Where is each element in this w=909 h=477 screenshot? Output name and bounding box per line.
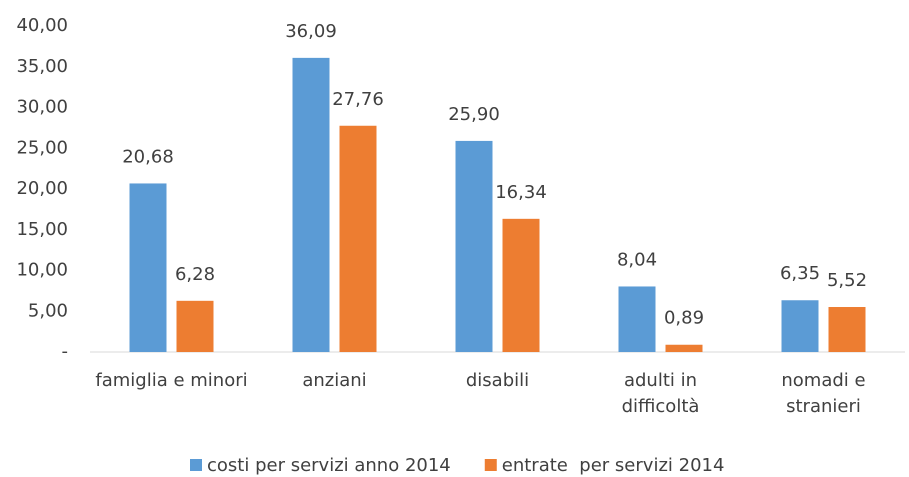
bar <box>618 286 656 352</box>
bar <box>828 307 866 352</box>
bar <box>129 183 167 352</box>
legend-swatch <box>190 459 202 471</box>
y-tick-label: 15,00 <box>16 219 68 240</box>
legend-label: entrate per servizi 2014 <box>502 455 725 476</box>
data-label: 16,34 <box>495 182 547 203</box>
y-tick-label: - <box>62 341 69 362</box>
x-tick-label: nomadi e stranieri <box>781 370 866 417</box>
y-tick-label: 25,00 <box>16 137 68 158</box>
y-tick-label: 35,00 <box>16 56 68 77</box>
bar <box>339 125 377 352</box>
data-label: 0,89 <box>664 308 704 329</box>
y-tick-label: 30,00 <box>16 97 68 118</box>
x-tick-label: famiglia e minori <box>95 370 248 391</box>
bar <box>176 300 214 352</box>
bar <box>781 300 819 352</box>
data-label: 6,28 <box>175 264 215 285</box>
x-tick-label: disabili <box>465 370 530 391</box>
legend-swatch <box>484 459 497 471</box>
y-tick-label: 20,00 <box>16 178 68 199</box>
data-label: 5,52 <box>827 270 867 291</box>
y-tick-label: 10,00 <box>16 260 68 281</box>
bar <box>292 57 330 352</box>
legend-label: costi per servizi anno 2014 <box>207 455 451 476</box>
x-tick-label: adulti in difficoltà <box>621 370 700 417</box>
data-label: 20,68 <box>122 146 174 167</box>
x-tick-label: anziani <box>302 370 367 391</box>
data-label: 27,76 <box>332 89 384 110</box>
y-tick-label: 40,00 <box>16 15 68 36</box>
bar <box>665 344 703 352</box>
data-label: 36,09 <box>285 21 337 42</box>
data-label: 6,35 <box>780 263 820 284</box>
bar <box>455 140 493 352</box>
bar <box>502 218 540 352</box>
data-label: 25,90 <box>448 104 500 125</box>
data-label: 8,04 <box>617 249 657 270</box>
y-tick-label: 5,00 <box>28 300 68 321</box>
